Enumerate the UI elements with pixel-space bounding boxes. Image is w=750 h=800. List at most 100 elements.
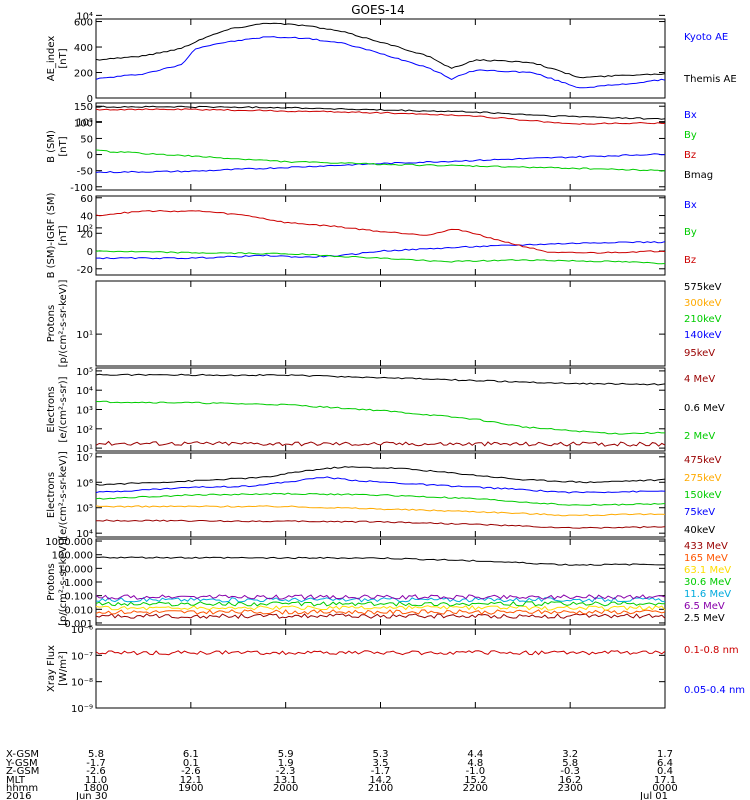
legend-label: Kyoto AE [684,32,728,43]
series-line-0-6-mev [96,373,665,386]
legend-label: 11.6 MeV [684,589,731,600]
series-line-275kev [96,505,665,517]
y-tick-label: 10² [76,224,93,235]
legend-label: 30.6 MeV [684,577,731,588]
x-axis-value: 2200 [463,783,488,794]
legend-label: Bz [684,150,696,161]
legend-label: Bz [684,255,696,266]
x-axis-value: 15.2 [464,775,486,786]
series-line-0-1-0-8-nm [96,650,665,656]
y-tick-label: 0.001 [64,619,93,630]
y-axis-label: [p/(cm²-s-sr-keV)] [58,280,69,368]
legend-label: Bx [684,200,697,211]
x-axis-value: 5.8 [88,749,104,760]
x-axis-value: 2000 [273,783,298,794]
series-line-30-6-mev [96,601,665,607]
x-axis-value: 5.8 [562,758,578,769]
figure-title: GOES-14 [351,3,405,17]
y-axis-label: [e/(cm²-s-sr-keV)] [58,451,69,539]
panel-bdiff: -20 0 20 40 60 B (SM)-IGRF (SM) [nT] Bx By Bz [46,193,697,279]
series-line-165-mev [96,609,665,615]
x-axis-table: X-GSMY-GSMZ-GSMMLThhmm20165.8-1.7-2.611.… [5,749,678,800]
legend-label: 2 MeV [684,431,715,442]
series-line-bmag [96,105,665,120]
x-axis-value: 2300 [557,783,582,794]
legend-label: By [684,227,697,238]
y-tick-label: 400 [74,43,93,54]
x-axis-value: 1.9 [278,758,294,769]
y-tick-label: 60 [80,194,93,205]
y-axis-label: [p/(cm²-s-sr-keV)] [58,538,69,626]
y-tick-label: 10⁴ [76,529,93,540]
y-axis-label: B (SM)-IGRF (SM) [46,193,57,279]
x-axis-value: 0.4 [657,766,673,777]
x-axis-value: 0.1 [183,758,199,769]
x-axis-row-label: 2016 [6,791,31,800]
legend-label: 475keV [684,455,722,466]
series-line-475kev [96,519,665,529]
y-tick-label: 10¹ [76,444,93,455]
x-axis-value: 0000 [652,783,677,794]
x-axis-value: 2100 [368,783,393,794]
series-line-kyoto-ae [96,36,665,89]
y-tick-label: 150 [74,102,93,113]
series-group [96,373,665,447]
legend-label: Themis AE [683,74,737,85]
legend-label: 2.5 MeV [684,613,725,624]
series-line-75kev [96,476,665,494]
y-tick-label: 40 [80,212,93,223]
panel-frame [95,195,666,276]
series-line-63-1-mev [96,605,665,611]
y-tick-label: 1000.000 [45,537,93,548]
series-line-150kev [96,492,665,506]
x-axis-value: -2.6 [86,766,106,777]
y-tick-label: 0 [87,151,93,162]
y-tick-label: 1.000 [64,578,93,589]
legend-label: 210keV [684,314,722,325]
x-axis-value: 11.0 [85,775,107,786]
x-axis-value: 12.1 [180,775,202,786]
legend-label: Bx [684,110,697,121]
panel-ae: 0 200 400 600 AE_index [nT] Kyoto AE Themis AE [46,18,737,105]
series-line-300kev [96,74,665,154]
legend-label: 150keV [684,490,722,501]
x-axis-value: 16.2 [559,775,581,786]
x-axis-value: -1.7 [371,766,391,777]
series-group [96,466,665,529]
legend-label: 95keV [684,348,715,359]
x-axis-value: 1.7 [657,749,673,760]
panel-frame [95,367,666,452]
y-tick-label: 0.010 [64,605,93,616]
y-tick-label: 10¹ [76,330,93,341]
panel-frame [95,102,666,191]
legend-label: 140keV [684,330,722,341]
x-axis-value: 14.2 [369,775,391,786]
y-tick-label: 0 [87,94,93,105]
panel-electrons2: 10⁴ 10⁵ 10⁶ 10⁷ Electrons [e/(cm²-s-sr-keV)] 4… [46,451,722,540]
series-line-bz [96,209,665,254]
y-axis-label: Protons [46,563,57,600]
y-tick-label: 10⁴ [76,386,93,397]
y-tick-label: 50 [80,134,93,145]
y-tick-label: 10⁵ [76,367,93,378]
series-group [96,209,665,265]
y-tick-label: 10⁻⁷ [71,651,93,662]
series-line-4-mev [96,440,665,447]
y-tick-label: 600 [74,18,93,29]
x-axis-row-label: Y-GSM [5,758,38,769]
legend-label: 165 MeV [684,553,728,564]
legend-label: 575keV [684,282,722,293]
y-axis-label: Electrons [46,386,57,432]
panel-frame [95,280,666,367]
x-axis-value: 1900 [178,783,203,794]
x-axis-value: 6.4 [657,758,673,769]
y-tick-label: 10⁻⁸ [71,678,93,689]
y-axis-label: [nT] [58,48,69,68]
legend-label: Bmag [684,170,713,181]
y-axis-label: B (SM) [46,130,57,163]
legend-label: 75keV [684,507,715,518]
series-line-bx [96,241,665,260]
panel-protons1: 10¹10²10³10⁴10⁵10⁶Protons[p/(cm²-s-sr-ke… [46,11,722,368]
